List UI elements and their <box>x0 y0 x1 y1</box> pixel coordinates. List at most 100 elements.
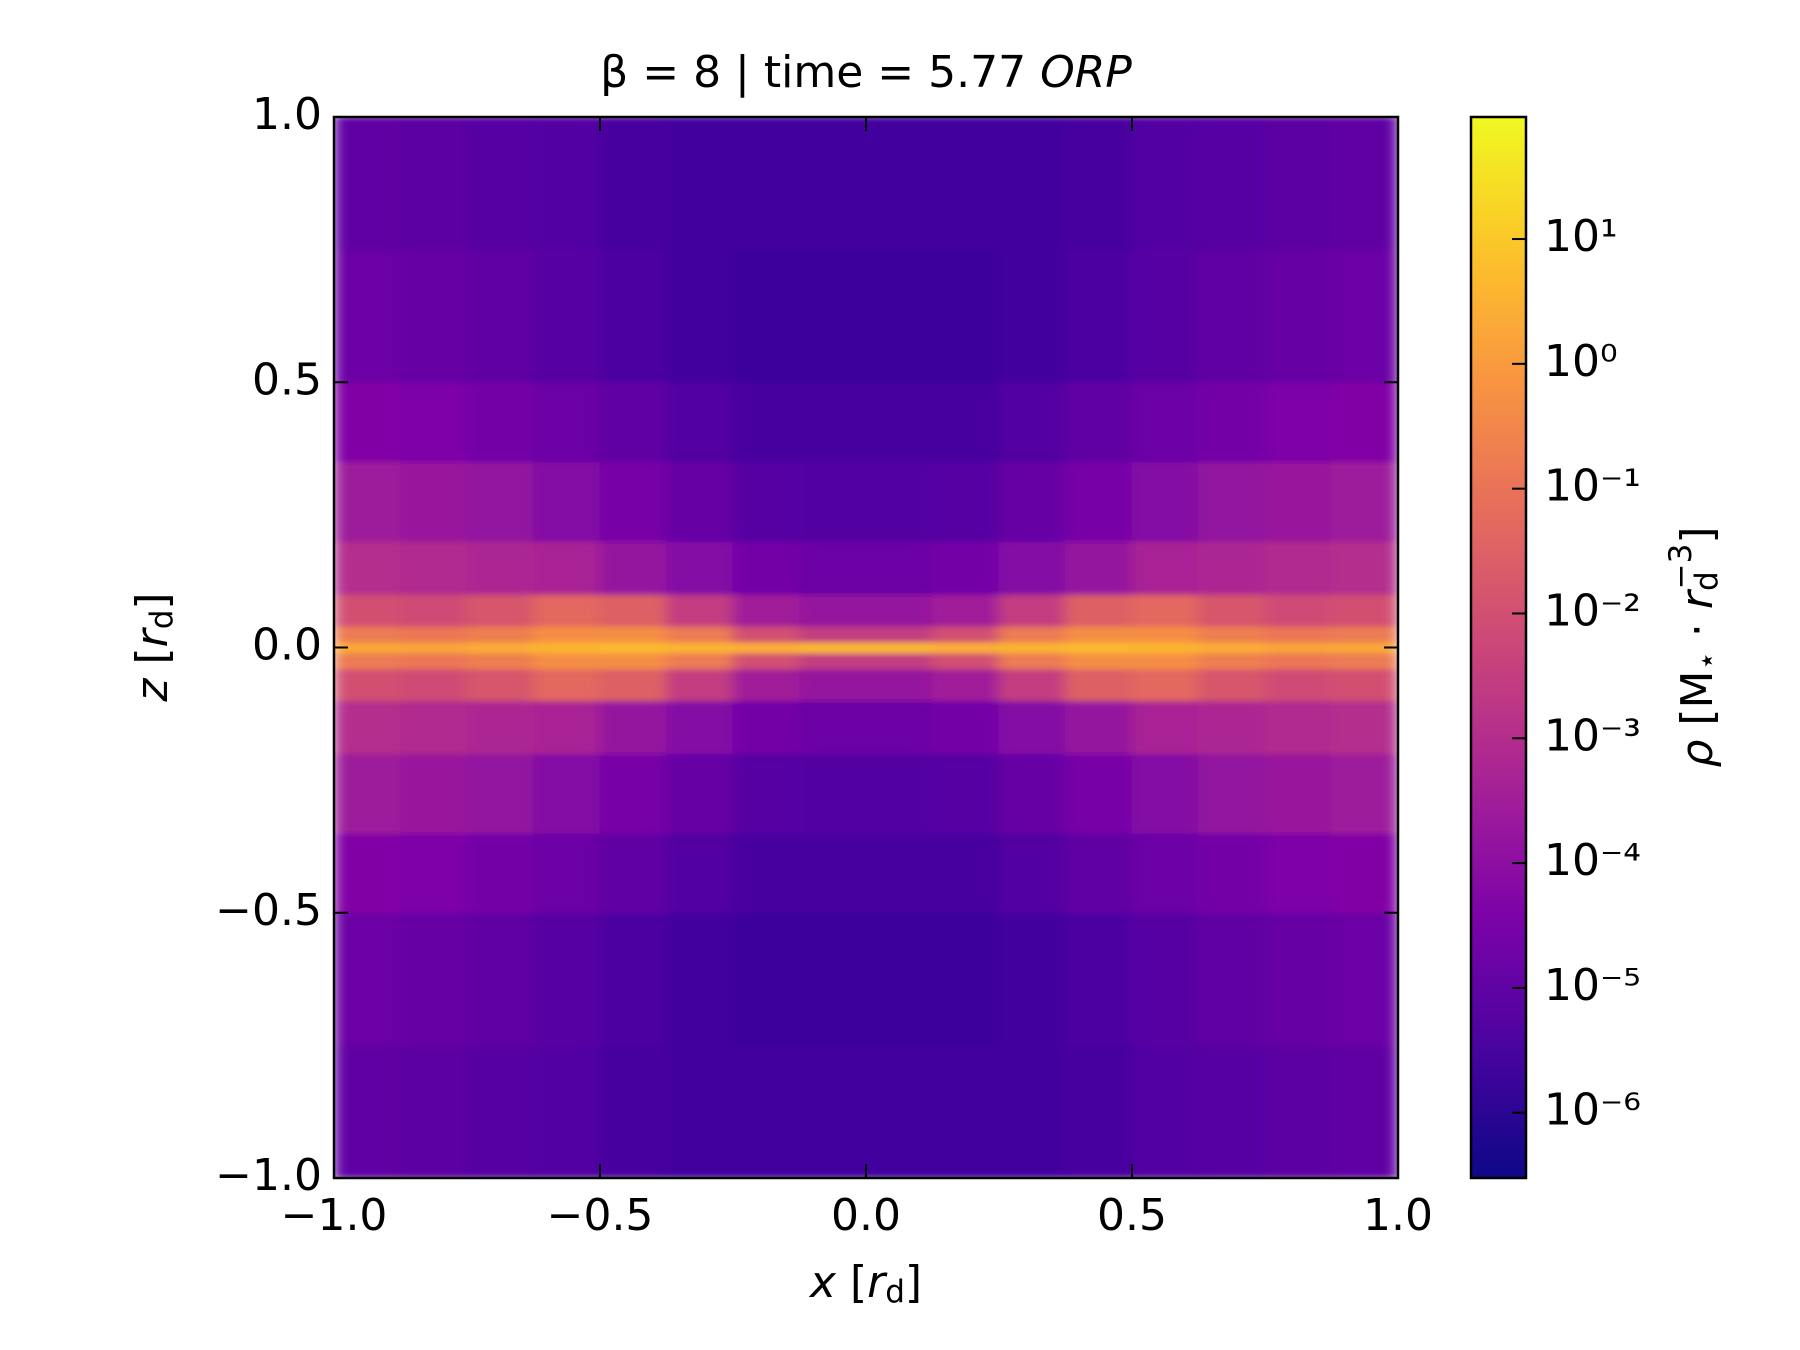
heat-cell <box>1131 641 1199 654</box>
heat-cell <box>533 540 601 595</box>
heat-cell <box>1198 641 1266 654</box>
heat-cell <box>1198 1044 1266 1178</box>
heat-cell <box>466 1044 534 1178</box>
heat-cell <box>799 593 867 627</box>
heat-cell <box>1131 1044 1199 1178</box>
heat-cell <box>1331 381 1398 463</box>
heat-cell <box>666 1044 734 1178</box>
heat-cell <box>1264 753 1332 834</box>
colorbar-label: ρ [M⋆ · rd−3] <box>1663 526 1725 767</box>
heat-cell <box>998 753 1066 834</box>
heat-cell <box>799 540 867 595</box>
heat-cell <box>400 117 468 251</box>
heat-cell <box>1131 593 1199 627</box>
heat-cell <box>533 700 601 755</box>
heat-cell <box>1331 249 1398 383</box>
y-tick-label: −0.5 <box>215 885 322 936</box>
label-part: z <box>127 678 178 703</box>
heat-cell <box>1065 753 1133 834</box>
heat-cell <box>1331 700 1398 755</box>
heat-cell <box>1264 593 1332 627</box>
heat-cell <box>1131 700 1199 755</box>
heat-cell <box>998 461 1066 542</box>
heat-cell <box>400 700 468 755</box>
heat-cell <box>799 117 867 251</box>
heat-cell <box>533 461 601 542</box>
heat-cell <box>1198 625 1266 643</box>
heat-cell <box>1131 652 1199 670</box>
heat-cell <box>334 832 401 914</box>
heat-cell <box>1131 753 1199 834</box>
heat-cell <box>998 381 1066 463</box>
heat-cell <box>400 912 468 1046</box>
heat-cell <box>998 700 1066 755</box>
heat-cell <box>1264 461 1332 542</box>
heat-cell <box>799 652 867 670</box>
heat-cell <box>932 461 1000 542</box>
heat-cell <box>1264 625 1332 643</box>
heat-cell <box>666 652 734 670</box>
heat-cell <box>998 625 1066 643</box>
heat-cell <box>932 700 1000 755</box>
heat-cell <box>599 753 667 834</box>
heat-cell <box>599 668 667 702</box>
heat-cell <box>1131 912 1199 1046</box>
heat-cell <box>1331 117 1398 251</box>
heat-cell <box>533 117 601 251</box>
heat-cell <box>799 912 867 1046</box>
heat-cell <box>732 625 800 643</box>
heat-cell <box>865 625 933 643</box>
heat-cell <box>1198 912 1266 1046</box>
heat-cell <box>400 1044 468 1178</box>
x-tick-label: −1.0 <box>281 1190 388 1241</box>
label-part: d <box>1689 571 1725 591</box>
heat-cell <box>1264 249 1332 383</box>
heat-cell <box>1065 912 1133 1046</box>
heat-cell <box>732 461 800 542</box>
heat-cell <box>1198 652 1266 670</box>
heat-cell <box>334 668 401 702</box>
heat-cell <box>400 641 468 654</box>
heat-cell <box>998 912 1066 1046</box>
heat-cell <box>732 249 800 383</box>
heat-cell <box>1131 381 1199 463</box>
heat-cell <box>732 700 800 755</box>
x-tick-label: 0.0 <box>831 1190 901 1241</box>
heat-cell <box>1331 641 1398 654</box>
heat-cell <box>932 668 1000 702</box>
label-part: ρ <box>1672 740 1723 768</box>
heat-cell <box>799 700 867 755</box>
heat-cell <box>1065 540 1133 595</box>
colorbar-tick-label: 10⁻² <box>1544 585 1641 636</box>
heat-cell <box>1331 668 1398 702</box>
heat-cell <box>1198 540 1266 595</box>
heat-cell <box>599 117 667 251</box>
heat-cell <box>1065 652 1133 670</box>
heat-cell <box>1131 461 1199 542</box>
heat-cell <box>666 117 734 251</box>
label-part: ] <box>905 1257 922 1308</box>
heat-cell <box>865 832 933 914</box>
heat-cell <box>1331 593 1398 627</box>
heat-cell <box>998 593 1066 627</box>
label-part: −3 <box>1663 544 1699 590</box>
heat-cell <box>865 249 933 383</box>
heat-cell <box>799 668 867 702</box>
colorbar-tick-label: 10¹ <box>1544 211 1618 262</box>
heat-cell <box>732 1044 800 1178</box>
heat-cell <box>1065 700 1133 755</box>
heat-cell <box>666 381 734 463</box>
heat-cell <box>533 593 601 627</box>
heat-cell <box>799 249 867 383</box>
label-part: [ <box>127 647 178 678</box>
heat-cell <box>865 593 933 627</box>
heat-cell <box>1198 381 1266 463</box>
heat-cell <box>666 249 734 383</box>
heat-cell <box>466 832 534 914</box>
heat-cell <box>599 641 667 654</box>
heat-cell <box>400 593 468 627</box>
heat-cell <box>1198 753 1266 834</box>
heat-cell <box>865 700 933 755</box>
colorbar-tick-label: 10⁰ <box>1544 336 1618 387</box>
